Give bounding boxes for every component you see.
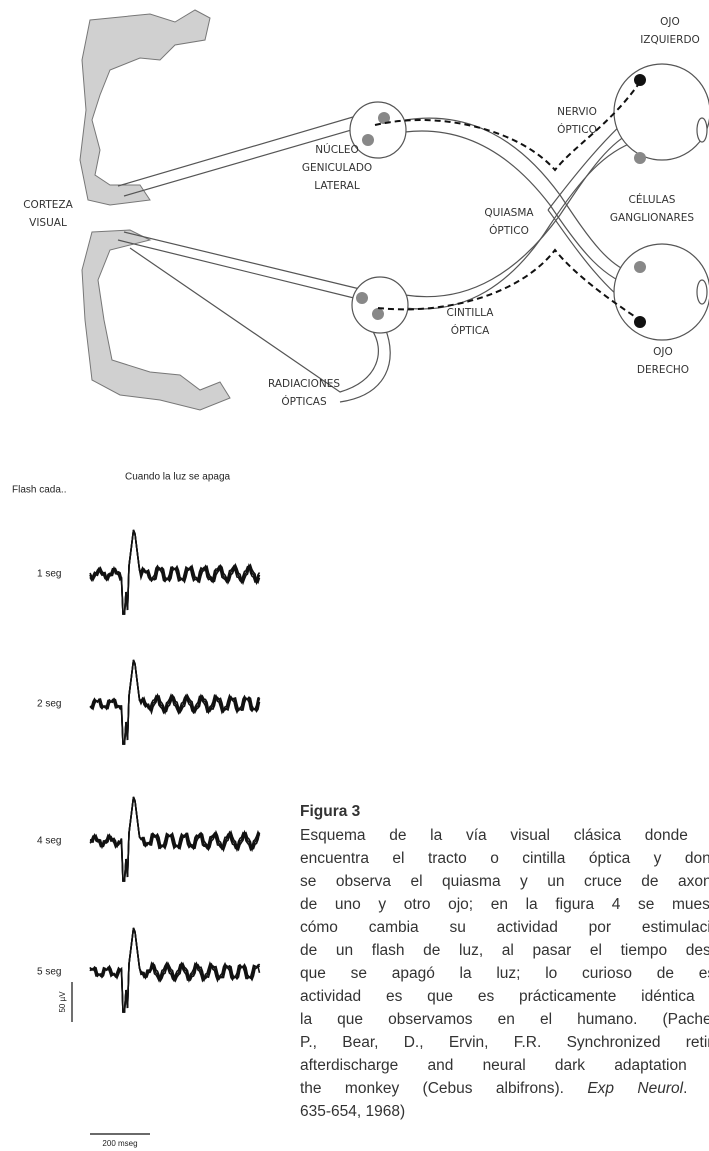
caption-line: de un flash de luz, al pasar el tiempo d…	[300, 939, 709, 962]
caption: Figura 3 Esquema de la vía visual clásic…	[300, 800, 709, 1123]
caption-line: la que observamos en el humano. (Pacheco	[300, 1008, 709, 1031]
caption-text: afterdischarge and neural dark adaptatio…	[300, 1057, 709, 1074]
diagram-label: DERECHO	[637, 364, 689, 376]
diagram-label: ÓPTICAS	[281, 395, 327, 408]
caption-text: se observa el quiasma y un cruce de axon…	[300, 873, 709, 890]
diagram-label: IZQUIERDO	[640, 34, 700, 46]
trace	[90, 928, 260, 1012]
caption-text: de uno y otro ojo; en la figura 4 se mue…	[300, 896, 709, 913]
trace	[90, 928, 260, 1012]
caption-text: . 20	[683, 1080, 709, 1097]
diagram-label: ÓPTICA	[451, 324, 490, 337]
row-label: 4 seg	[37, 836, 61, 847]
caption-text: actividad es que es prácticamente idénti…	[300, 988, 709, 1005]
caption-line: de uno y otro ojo; en la figura 4 se mue…	[300, 893, 709, 916]
trace	[90, 797, 260, 881]
diagram-label: NERVIO	[557, 106, 597, 118]
time-scale: 200 mseg	[102, 1139, 137, 1148]
caption-text: encuentra el tracto o cintilla óptica y …	[300, 850, 709, 867]
caption-line: 635-654, 1968)	[300, 1100, 709, 1123]
diagram-label: ÓPTICO	[489, 224, 529, 237]
caption-text: cómo cambia su actividad por estimulació…	[300, 919, 709, 936]
caption-text: que se apagó la luz; lo curioso de esta	[300, 965, 709, 982]
diagram-label: LATERAL	[314, 180, 360, 192]
trace	[90, 928, 260, 1012]
voltage-scale: 50 µV	[58, 991, 67, 1013]
trace	[90, 530, 260, 614]
scale-bars	[72, 982, 150, 1134]
recordings: Cuando la luz se apaga Flash cada.. 1 seg 2…	[0, 450, 300, 1151]
caption-text: de un flash de luz, al pasar el tiempo d…	[300, 942, 709, 959]
diagram-label: GENICULADO	[302, 162, 372, 174]
caption-line: se observa el quiasma y un cruce de axon…	[300, 870, 709, 893]
diagram-label: NÚCLEO	[315, 143, 359, 156]
caption-text: Esquema de la vía visual clásica donde s…	[300, 827, 709, 844]
caption-line: afterdischarge and neural dark adaptatio…	[300, 1054, 709, 1077]
diagram-label: ÓPTICO	[557, 123, 597, 136]
caption-text: 635-654, 1968)	[300, 1103, 405, 1120]
row-label: 2 seg	[37, 699, 61, 710]
caption-text: la que observamos en el humano. (Pacheco	[300, 1011, 709, 1028]
caption-heading: Figura 3	[300, 800, 709, 824]
diagram-label: VISUAL	[29, 217, 67, 229]
row-label: 1 seg	[37, 569, 61, 580]
diagram-label: GANGLIONARES	[610, 212, 694, 224]
caption-text: Exp Neurol	[587, 1080, 683, 1097]
diagram-label: QUIASMA	[484, 207, 534, 219]
row-label: 5 seg	[37, 967, 61, 978]
caption-text: the monkey (Cebus albifrons).	[300, 1080, 587, 1097]
diagram-label: RADIACIONES	[268, 378, 340, 390]
recording-title: Cuando la luz se apaga	[125, 472, 231, 483]
caption-line: actividad es que es prácticamente idénti…	[300, 985, 709, 1008]
row-header: Flash cada..	[12, 485, 66, 496]
visual-pathway-diagram: OJO IZQUIERDO NERVIO ÓPTICO NÚCLEO GENICULADO…	[0, 0, 709, 420]
diagram-label: CINTILLA	[447, 307, 495, 319]
diagram-label: OJO	[660, 16, 680, 28]
caption-line: cómo cambia su actividad por estimulació…	[300, 916, 709, 939]
caption-text: P., Bear, D., Ervin, F.R. Synchronized r…	[300, 1034, 709, 1051]
diagram-label: OJO	[653, 346, 673, 358]
diagram-label: CORTEZA	[23, 199, 73, 211]
caption-line: P., Bear, D., Ervin, F.R. Synchronized r…	[300, 1031, 709, 1054]
cortex	[80, 10, 230, 410]
caption-line: que se apagó la luz; lo curioso de esta	[300, 962, 709, 985]
caption-line: encuentra el tracto o cintilla óptica y …	[300, 847, 709, 870]
diagram-label: CÉLULAS	[629, 193, 676, 206]
dashed-pathways	[375, 82, 640, 320]
caption-line: Esquema de la vía visual clásica donde s…	[300, 824, 709, 847]
page: OJO IZQUIERDO NERVIO ÓPTICO NÚCLEO GENICULADO…	[0, 0, 709, 1151]
caption-line: the monkey (Cebus albifrons). Exp Neurol…	[300, 1077, 709, 1100]
